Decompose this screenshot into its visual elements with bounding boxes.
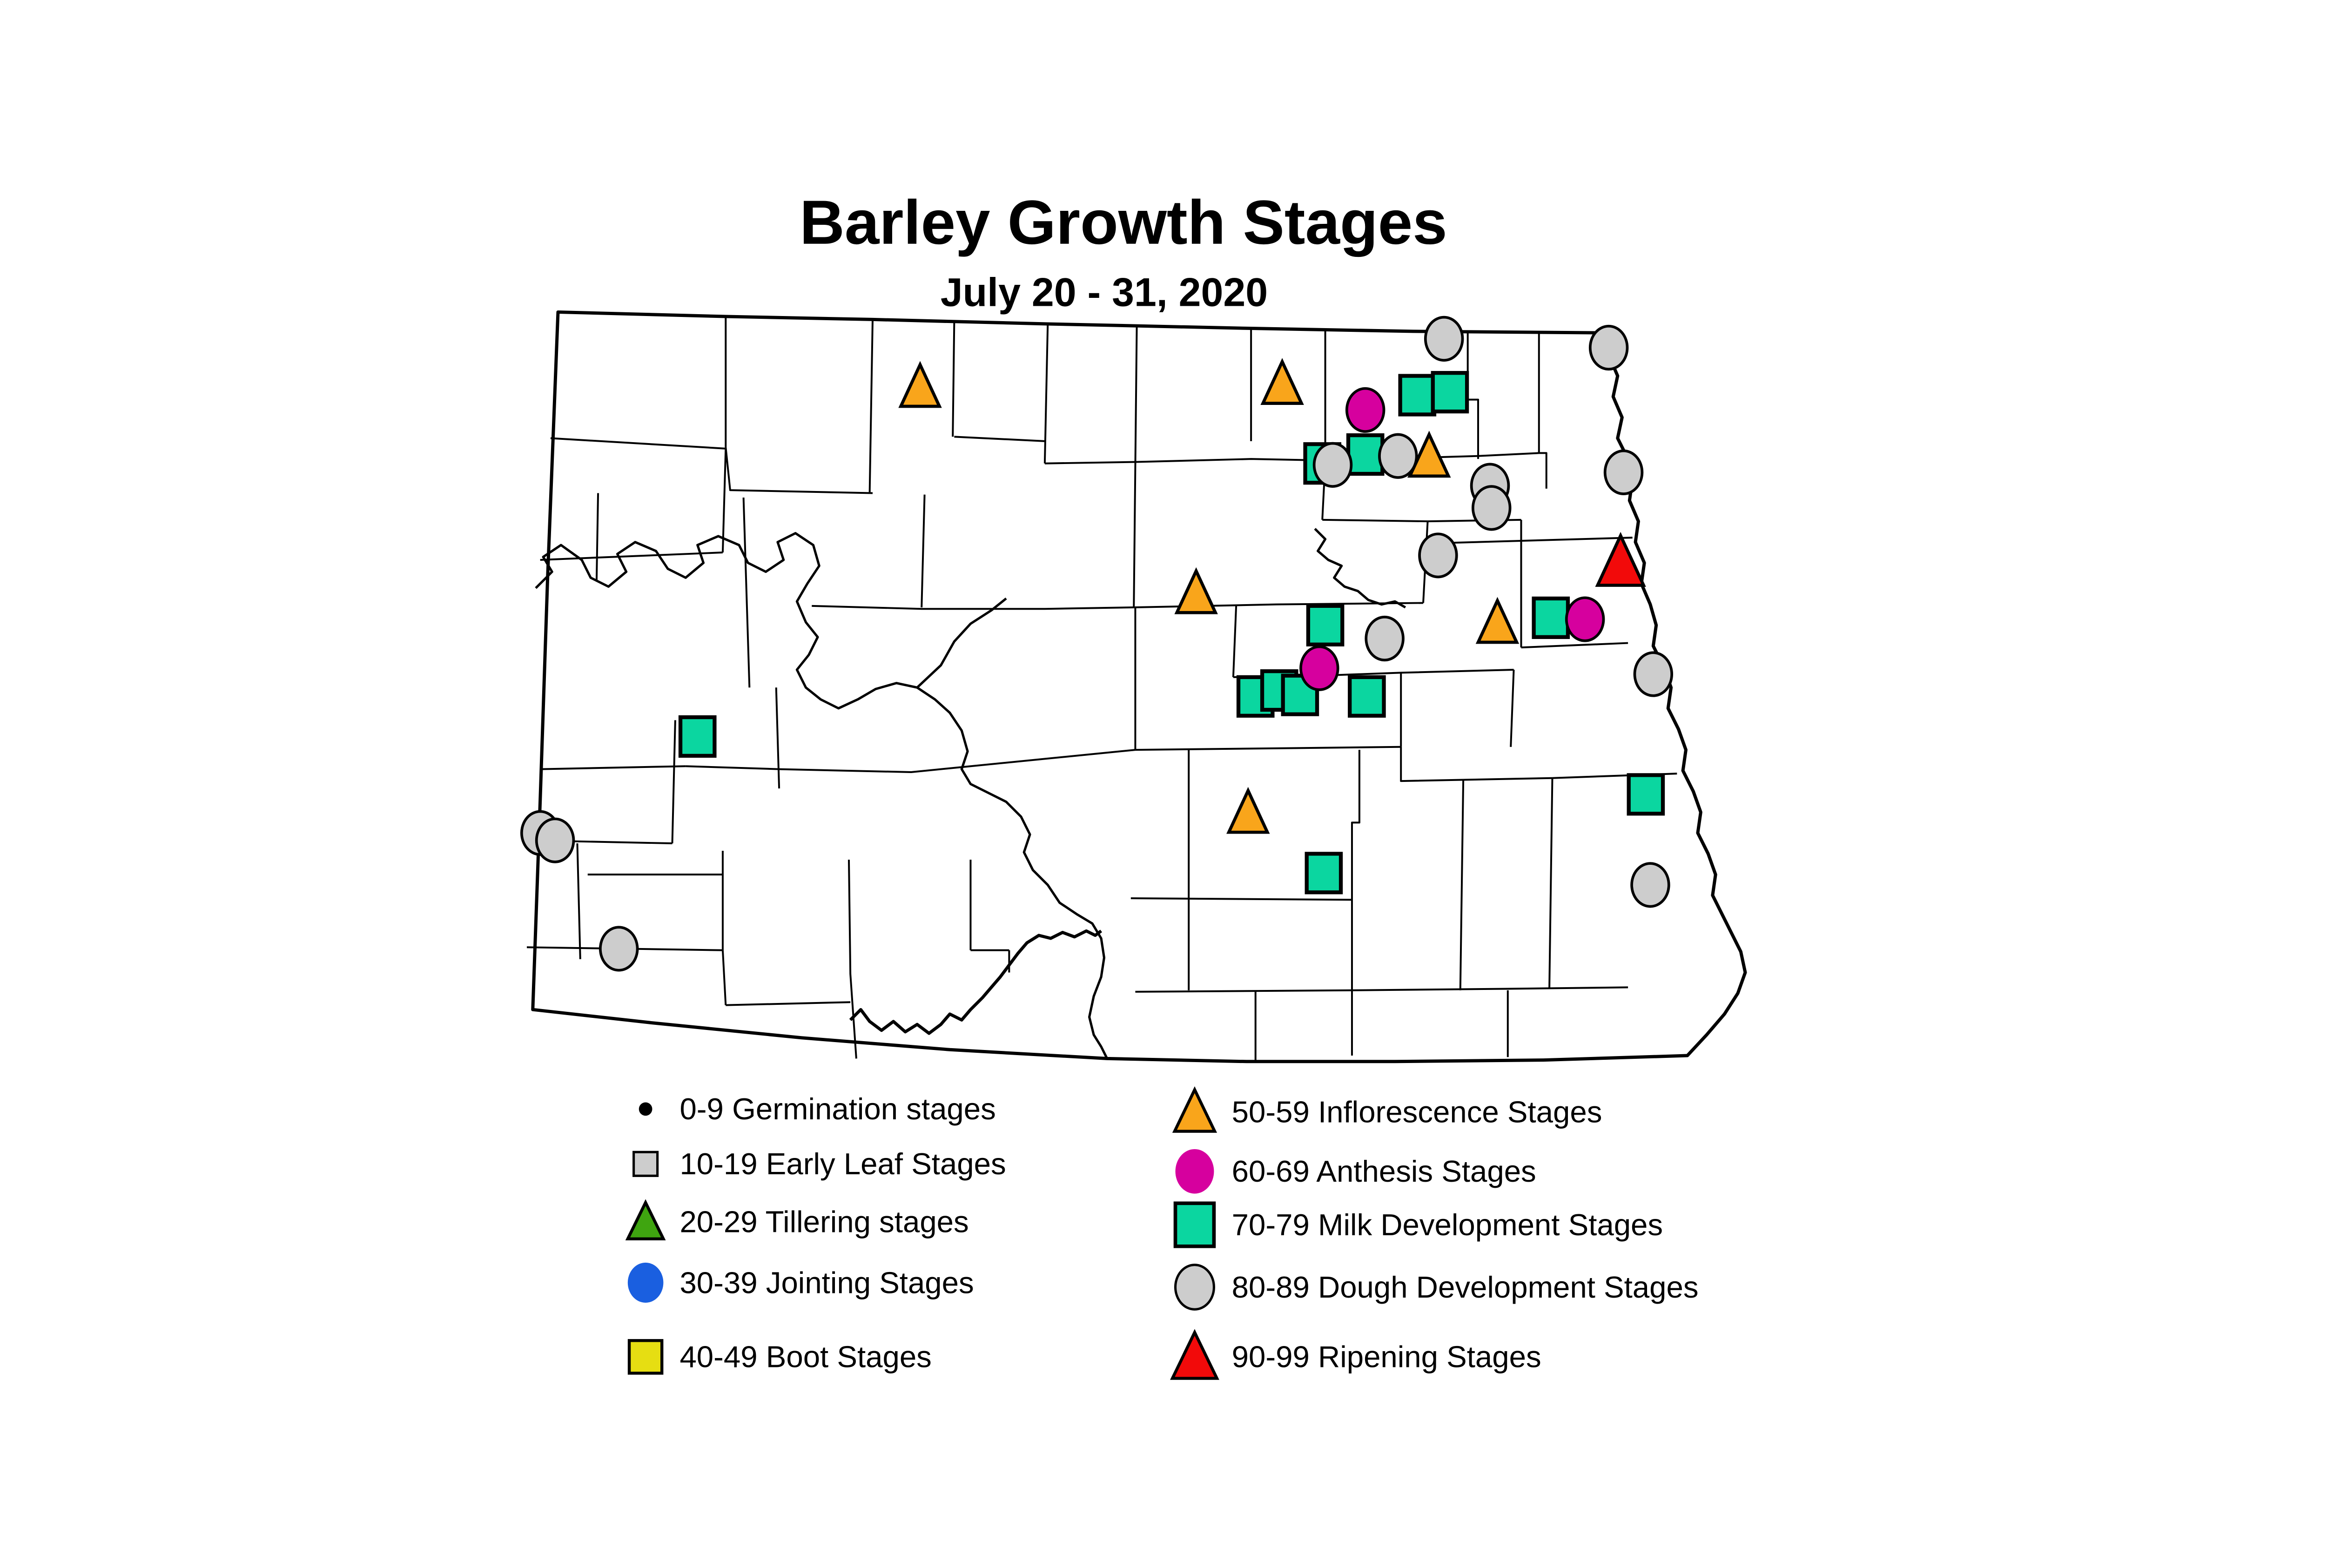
legend: 0-9 Germination stages 10-19 Early Leaf …	[625, 1086, 1699, 1380]
milk-development-square-icon	[1173, 1201, 1216, 1248]
map-marker-80-89	[1603, 449, 1644, 495]
cannonball-river	[849, 929, 1103, 1035]
river-lines	[535, 528, 1406, 1059]
legend-label: 50-59 Inflorescence Stages	[1232, 1095, 1602, 1129]
map-marker-60-69	[1299, 645, 1339, 691]
germination-dot-icon	[639, 1102, 652, 1116]
anthesis-circle-icon	[1175, 1149, 1214, 1194]
map-marker-50-59	[1226, 787, 1270, 834]
legend-item-boot: 40-49 Boot Stages	[627, 1339, 932, 1375]
map-marker-80-89	[1633, 651, 1674, 697]
map-marker-50-59	[1475, 597, 1520, 644]
map-marker-80-89	[1588, 324, 1629, 371]
legend-label: 10-19 Early Leaf Stages	[679, 1147, 1006, 1181]
ripening-triangle-icon	[1170, 1329, 1219, 1380]
legend-label: 80-89 Dough Development Stages	[1232, 1270, 1699, 1304]
map-marker-80-89	[599, 926, 639, 972]
devils-lake	[1314, 528, 1406, 609]
map-marker-70-79	[1431, 371, 1469, 414]
tillering-triangle-icon	[625, 1199, 666, 1241]
map-marker-80-89	[1365, 615, 1405, 662]
legend-label: 60-69 Anthesis Stages	[1232, 1154, 1536, 1188]
boot-square-icon	[627, 1339, 664, 1375]
markers-layer	[520, 316, 1674, 972]
legend-label: 90-99 Ripening Stages	[1232, 1340, 1541, 1374]
missouri-river	[535, 532, 1109, 1059]
page-title: Barley Growth Stages	[800, 188, 1447, 257]
map-marker-50-59	[1174, 567, 1218, 614]
legend-item-anthesis: 60-69 Anthesis Stages	[1175, 1149, 1536, 1194]
map-marker-80-89	[1424, 316, 1464, 362]
map-marker-70-79	[1305, 852, 1343, 895]
map-marker-70-79	[1306, 604, 1345, 646]
map-marker-70-79	[1346, 433, 1385, 476]
county-borders	[526, 316, 1677, 1060]
map-marker-80-89	[1378, 433, 1418, 479]
map-marker-80-89	[535, 817, 575, 863]
map-marker-70-79	[1532, 596, 1570, 639]
missouri-river-arm	[916, 597, 1007, 689]
early-leaf-square-icon	[632, 1151, 659, 1177]
map-marker-90-99	[1595, 532, 1646, 587]
map-marker-50-59	[1260, 358, 1304, 405]
legend-label: 70-79 Milk Development Stages	[1232, 1208, 1663, 1242]
legend-item-dough-development: 80-89 Dough Development Stages	[1174, 1264, 1699, 1311]
legend-item-early-leaf: 10-19 Early Leaf Stages	[632, 1147, 1006, 1181]
legend-label: 30-39 Jointing Stages	[679, 1265, 974, 1299]
map-marker-80-89	[1418, 532, 1458, 579]
map-marker-70-79	[1348, 675, 1386, 718]
inflorescence-triangle-icon	[1172, 1086, 1217, 1133]
page-subtitle: July 20 - 31, 2020	[941, 270, 1268, 315]
legend-label: 0-9 Germination stages	[679, 1092, 995, 1126]
legend-item-jointing: 30-39 Jointing Stages	[627, 1262, 974, 1303]
map-marker-70-79	[1398, 374, 1437, 417]
map-marker-70-79	[678, 715, 717, 758]
legend-item-germination: 0-9 Germination stages	[639, 1092, 996, 1126]
dough-development-circle-icon	[1174, 1264, 1215, 1311]
map-marker-50-59	[1407, 431, 1451, 478]
map-marker-70-79	[1627, 773, 1665, 816]
map-marker-80-89	[1312, 442, 1353, 488]
legend-item-tillering: 20-29 Tillering stages	[625, 1199, 969, 1241]
jointing-circle-icon	[627, 1262, 664, 1303]
legend-label: 20-29 Tillering stages	[679, 1205, 968, 1239]
legend-item-milk-development: 70-79 Milk Development Stages	[1173, 1201, 1663, 1248]
map-marker-60-69	[1345, 387, 1385, 433]
map-marker-60-69	[1565, 596, 1605, 642]
state-boundary	[531, 310, 1747, 1063]
map-marker-80-89	[1471, 485, 1512, 531]
map-marker-80-89	[1630, 862, 1670, 908]
legend-label: 40-49 Boot Stages	[679, 1340, 931, 1374]
legend-item-inflorescence: 50-59 Inflorescence Stages	[1172, 1086, 1602, 1133]
legend-item-ripening: 90-99 Ripening Stages	[1170, 1329, 1541, 1380]
north-dakota-map	[520, 310, 1747, 1063]
map-marker-50-59	[898, 361, 942, 408]
